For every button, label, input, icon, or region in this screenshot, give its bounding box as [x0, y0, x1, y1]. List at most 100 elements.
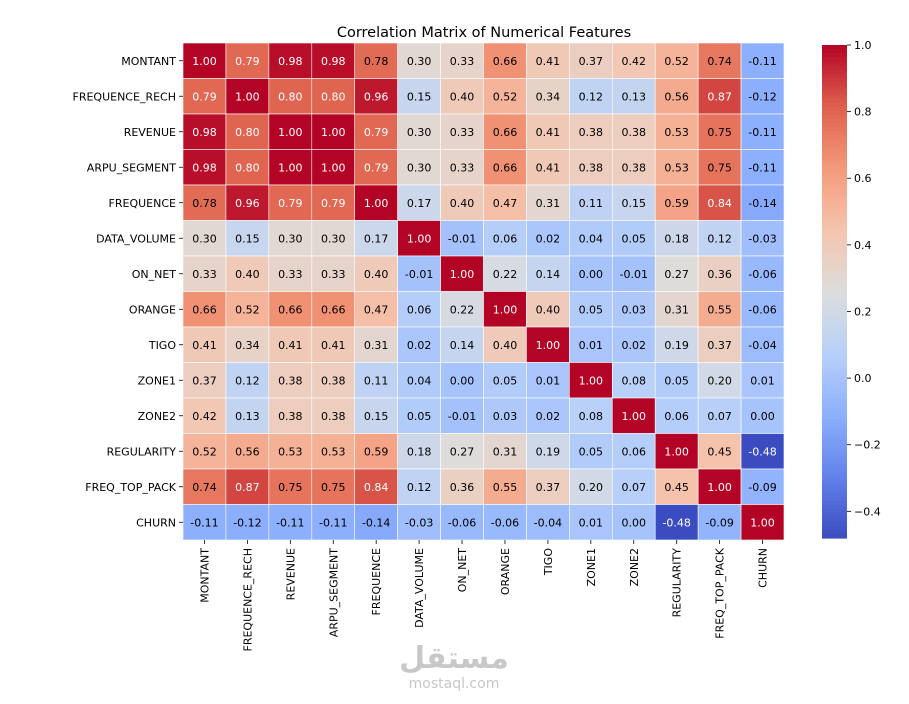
- colorbar-segment: [822, 114, 847, 120]
- y-tick-label-on_net: ON_NET: [132, 268, 177, 281]
- heatmap-cell-regularity-regularity: [654, 433, 699, 470]
- cell-value-label: 0.96: [364, 90, 389, 103]
- colorbar-segment: [822, 316, 847, 321]
- cell-value-label: 0.12: [407, 481, 432, 494]
- colorbar-segment: [822, 90, 847, 95]
- colorbar-segment: [822, 217, 847, 223]
- cell-value-label: 0.08: [579, 410, 604, 423]
- colorbar-segment: [822, 472, 847, 477]
- cell-value-label: 0.31: [493, 445, 518, 458]
- cell-value-label: 0.11: [579, 197, 604, 210]
- colorbar-segment: [822, 521, 847, 527]
- cell-value-label: 1.00: [622, 410, 647, 423]
- cell-value-label: 0.01: [579, 339, 604, 352]
- heatmap-cell-zone2-frequence_rech: [225, 397, 270, 434]
- cell-value-label: -0.48: [748, 445, 776, 458]
- colorbar-segment: [822, 468, 847, 473]
- heatmap-cell-data_volume-zone2: [611, 220, 656, 257]
- cell-value-label: -0.04: [534, 516, 562, 529]
- colorbar-segment: [822, 229, 847, 235]
- heatmap-cell-revenue-zone2: [611, 113, 656, 150]
- cell-value-label: 1.00: [321, 126, 346, 139]
- cell-value-label: 0.84: [364, 481, 389, 494]
- heatmap-cell-tigo-orange: [483, 326, 527, 363]
- cell-value-label: 0.07: [707, 410, 732, 423]
- colorbar-segment: [822, 77, 847, 83]
- heatmap-cell-revenue-regularity: [654, 113, 699, 150]
- cell-value-label: 0.27: [450, 445, 475, 458]
- colorbar-segment: [822, 361, 847, 367]
- cell-value-label: -0.11: [748, 126, 776, 139]
- cell-value-label: 0.03: [493, 410, 518, 423]
- heatmap-cell-regularity-churn: [740, 433, 785, 470]
- heatmap-cell-churn-frequence: [354, 504, 398, 541]
- colorbar-segment: [822, 180, 847, 186]
- colorbar-segment: [822, 344, 847, 350]
- cell-value-label: 0.38: [321, 374, 346, 387]
- cell-value-label: 0.52: [664, 55, 689, 68]
- heatmap-cell-regularity-zone1: [569, 433, 613, 470]
- colorbar-segment: [822, 509, 847, 514]
- heatmap-cell-on_net-freq_top_pack: [697, 255, 742, 292]
- cell-value-label: -0.01: [448, 232, 476, 245]
- colorbar-segment: [822, 464, 847, 469]
- heatmap-cell-churn-tigo: [526, 504, 570, 541]
- cell-value-label: 0.45: [664, 481, 689, 494]
- heatmap-cell-arpu_segment-zone2: [611, 149, 656, 186]
- cell-value-label: 0.52: [493, 90, 518, 103]
- cell-value-label: 0.33: [192, 268, 217, 281]
- cell-value-label: 0.47: [364, 303, 389, 316]
- cell-value-label: 0.30: [192, 232, 217, 245]
- cell-value-label: 0.40: [450, 90, 475, 103]
- colorbar-segment: [822, 155, 847, 161]
- cell-value-label: 0.15: [235, 232, 260, 245]
- cell-value-label: 0.01: [579, 516, 604, 529]
- colorbar-segment: [822, 377, 847, 383]
- heatmap-cell-regularity-freq_top_pack: [697, 433, 742, 470]
- heatmap-cell-on_net-montant: [182, 255, 227, 292]
- colorbar-segment: [822, 151, 847, 157]
- cell-value-label: 0.87: [707, 90, 732, 103]
- heatmap-cell-orange-montant: [182, 291, 227, 328]
- cell-value-label: 0.87: [235, 481, 260, 494]
- cell-value-label: 0.53: [664, 161, 689, 174]
- colorbar-segment: [822, 254, 847, 260]
- cell-value-label: -0.11: [748, 161, 776, 174]
- colorbar-segment: [822, 188, 847, 194]
- colorbar-segment: [822, 184, 847, 190]
- cell-value-label: 0.40: [536, 303, 561, 316]
- cell-value-label: 0.04: [579, 232, 604, 245]
- cell-value-label: 0.11: [364, 374, 389, 387]
- cell-value-label: 0.33: [278, 268, 303, 281]
- cell-value-label: -0.06: [448, 516, 476, 529]
- heatmap-cell-zone1-montant: [182, 362, 227, 399]
- colorbar-segment: [822, 501, 847, 506]
- heatmap-cell-zone1-churn: [740, 362, 785, 399]
- heatmap-cell-data_volume-frequence: [354, 220, 398, 257]
- cell-value-label: 1.00: [192, 55, 217, 68]
- x-tick-label-zone2: ZONE2: [628, 548, 641, 586]
- colorbar-segment: [822, 320, 847, 325]
- cell-value-label: 0.66: [493, 126, 518, 139]
- cell-value-label: 0.79: [364, 126, 389, 139]
- cell-value-label: 0.05: [664, 374, 689, 387]
- colorbar-segment: [822, 373, 847, 379]
- cell-value-label: 0.06: [622, 445, 647, 458]
- cell-value-label: 0.30: [407, 161, 432, 174]
- x-tick-label-regularity: REGULARITY: [671, 548, 684, 618]
- colorbar-tick-label: 0.4: [854, 239, 872, 252]
- heatmap-cell-regularity-data_volume: [397, 433, 441, 470]
- cell-value-label: 1.00: [278, 126, 303, 139]
- heatmap-cell-arpu_segment-orange: [483, 149, 527, 186]
- cell-value-label: -0.48: [662, 516, 690, 529]
- cell-value-label: 0.18: [407, 445, 432, 458]
- cell-value-label: 0.01: [750, 374, 775, 387]
- x-tick-label-tigo: TIGO: [542, 548, 555, 576]
- cell-value-label: 0.34: [536, 90, 561, 103]
- cell-value-label: 0.37: [707, 339, 732, 352]
- cell-value-label: 0.74: [192, 481, 217, 494]
- cell-value-label: 0.00: [579, 268, 604, 281]
- cell-value-label: 0.12: [579, 90, 604, 103]
- heatmap-cell-on_net-orange: [483, 255, 527, 292]
- heatmap-cell-zone1-frequence: [354, 362, 398, 399]
